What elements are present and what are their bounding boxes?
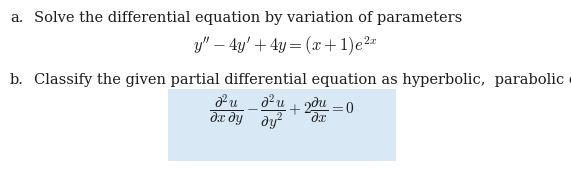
Text: a.: a.: [10, 11, 23, 25]
Text: b.: b.: [10, 73, 24, 87]
Text: Classify the given partial differential equation as hyperbolic,  parabolic or el: Classify the given partial differential …: [34, 73, 571, 87]
FancyBboxPatch shape: [168, 89, 396, 161]
Text: $\dfrac{\partial^2 u}{\partial x\,\partial y} - \dfrac{\partial^2 u}{\partial y^: $\dfrac{\partial^2 u}{\partial x\,\parti…: [209, 93, 355, 133]
Text: Solve the differential equation by variation of parameters: Solve the differential equation by varia…: [34, 11, 463, 25]
Text: $y'' - 4y' + 4y = (x+1)e^{2x}$: $y'' - 4y' + 4y = (x+1)e^{2x}$: [193, 35, 377, 58]
